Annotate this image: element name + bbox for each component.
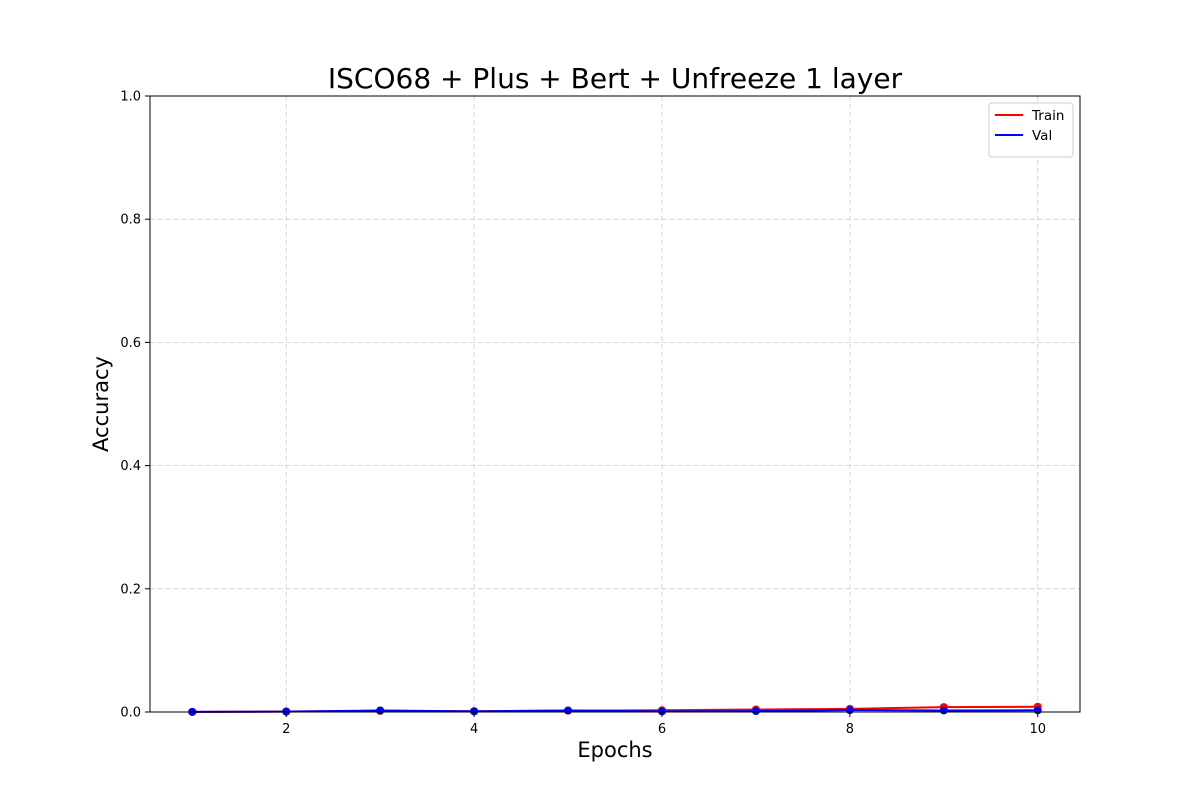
data-point-val: [751, 707, 760, 716]
x-tick-label: 10: [1029, 722, 1046, 737]
y-tick-label: 0.4: [120, 459, 141, 474]
y-tick-label: 0.8: [120, 213, 141, 228]
y-tick-label: 0.2: [120, 582, 141, 597]
legend: Train Val: [988, 102, 1074, 158]
legend-box: [988, 102, 1074, 158]
x-tick-label: 8: [846, 722, 854, 737]
data-point-val: [939, 706, 948, 715]
x-tick-label: 2: [282, 722, 290, 737]
data-point-val: [564, 706, 573, 715]
chart-title: ISCO68 + Plus + Bert + Unfreeze 1 layer: [328, 62, 903, 95]
series-layer: [188, 702, 1042, 716]
y-axis-label: Accuracy: [89, 356, 113, 452]
y-tick-label: 0.0: [120, 706, 141, 721]
y-tick-label: 1.0: [120, 90, 141, 105]
x-axis-label: Epochs: [577, 738, 652, 762]
grid-layer: [150, 96, 1080, 712]
y-tick-label: 0.6: [120, 336, 141, 351]
plot-frame: [149, 95, 1081, 713]
legend-label-val: Val: [1032, 128, 1052, 144]
tick-layer: 2 4 6 8 10 0.0 0.2 0.4 0.6 0.8 1.0: [120, 90, 1046, 738]
series-line-val: [192, 709, 1038, 713]
data-point-val: [376, 706, 385, 715]
x-tick-label: 4: [470, 722, 478, 737]
legend-label-train: Train: [1031, 108, 1064, 124]
x-tick-label: 6: [658, 722, 666, 737]
data-point-val: [470, 707, 479, 716]
data-point-val: [657, 707, 666, 716]
